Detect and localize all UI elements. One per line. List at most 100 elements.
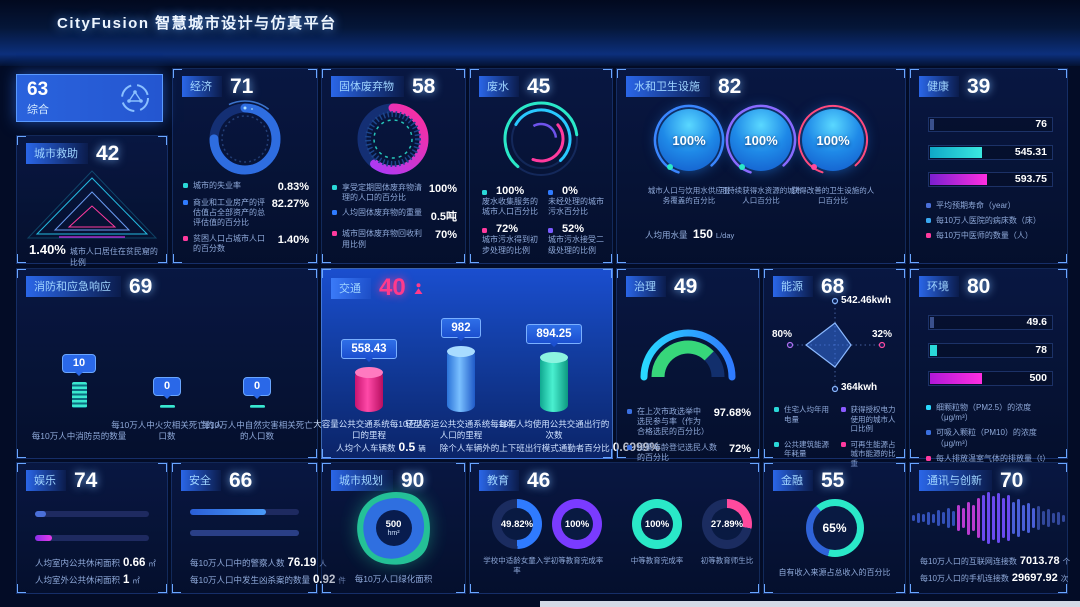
header-band: [0, 0, 1080, 66]
striped-bar: [249, 405, 265, 408]
chart-caption: 每10万人口绿化面积: [354, 574, 433, 584]
legend-label: 未经处理的城市污水百分比: [548, 197, 604, 217]
stat-unit: L/day: [715, 231, 735, 240]
triangle-radar-chart: [26, 170, 158, 239]
donut-ring: 49.82%: [492, 499, 542, 549]
legend-label: 每10万人医院的病床数（床）: [936, 216, 1041, 226]
axis-label-left: 80%: [772, 329, 793, 340]
gauge-arc: [798, 105, 868, 175]
legend-value: 1.40%: [277, 233, 309, 246]
stat-unit: 个: [1062, 557, 1071, 566]
stat-unit: ㎡: [132, 576, 140, 585]
energy-panel: 能源 68 542.46kwh 32% 80% 364kwh 住宅人均年用电量 获…: [763, 268, 906, 468]
panel-score: 58: [412, 75, 436, 98]
legend-value: 0.83%: [277, 181, 309, 193]
composite-score-card[interactable]: 63 综合: [16, 74, 163, 122]
legend-value: 82.27%: [271, 198, 309, 210]
value-badge: 982: [441, 318, 481, 341]
gauge-label: 城市人口与饮用水供应服务覆盖的百分比: [647, 186, 731, 206]
liquid-gauge: [658, 109, 720, 171]
bar-label: 每10万人中自然灾害相关死亡的人口数: [201, 419, 313, 441]
education-panel: 教育 46 49.82% 学校中适龄女童入学率 100% 初等教育完成率 100% 中等…: [469, 462, 760, 594]
panel-tag: 教育: [479, 470, 519, 491]
waveform-bar: [1032, 508, 1035, 528]
stat-unit: 辆: [418, 444, 426, 453]
waveform-bar: [1062, 514, 1065, 522]
legend-value: 97.68%: [713, 407, 751, 419]
legend-label: 人均固体废弃物的重量: [342, 208, 422, 218]
panel-score: 66: [229, 469, 253, 492]
axis-label-right: 32%: [872, 329, 893, 340]
value-badge: 558.43: [341, 339, 397, 362]
panel-score: 39: [967, 75, 991, 98]
donut-label: 初等教育师生比: [700, 556, 754, 565]
legend-item: 享受定期固体废弃物清理的人口的百分比 100%: [332, 183, 457, 203]
value-badge: 894.25: [526, 324, 582, 347]
legend-item: 获得授权电力使用的城市人口比例: [840, 405, 902, 434]
finance-panel: 金融 55 65% 自有收入来源占总收入的百分比: [763, 462, 906, 594]
legend-item: 投票年龄登记选民人数的百分比 72%: [627, 443, 751, 463]
stat-value: 1: [123, 574, 130, 586]
donut-value: 49.82%: [500, 518, 534, 530]
traffic-bar-column: 558.43: [321, 339, 417, 412]
panel-score: 90: [401, 469, 425, 492]
waveform-bar: [942, 512, 945, 524]
donut-value: 100%: [564, 518, 590, 530]
legend-label: 城市污水得到初步处理的比例: [482, 235, 538, 255]
stat-bar: 500: [928, 371, 1053, 386]
legend-dot: [548, 189, 553, 195]
donut-ring: 65%: [805, 499, 864, 557]
donut-ring: 27.89%: [702, 499, 752, 549]
stat-label: 人均室外公共休闲面积: [35, 575, 121, 585]
legend-label: 在上次市政选举中选民参与率（作为合格选民的百分比）: [637, 407, 709, 437]
education-donut: 49.82% 学校中适龄女童入学率: [481, 499, 553, 576]
person-icon: [414, 282, 423, 294]
gauge-label: 可持续获得水资源的城市人口百分比: [719, 186, 803, 206]
value-badge: 0: [242, 377, 272, 399]
stat-bar: 545.31: [928, 145, 1053, 160]
economy-legend: 城市的失业率 0.83% 商业和工业房产的评估值占全部资产的总评估值的百分比 82.…: [183, 181, 309, 259]
legend-label: 住宅人均年用电量: [784, 405, 829, 424]
bar-label: 每10万人中火灾相关死亡的人口数: [111, 419, 223, 441]
panel-score: 68: [821, 275, 845, 298]
communication-panel: 通讯与创新 70 每10万人口的互联网连接数 7013.78 个 每10万人口的手机连…: [909, 462, 1071, 594]
waveform-bar: [947, 508, 950, 528]
composite-text: 63 综合: [27, 80, 49, 117]
finance-gauge: 65%: [764, 499, 905, 557]
legend-dot: [627, 409, 632, 414]
network-hub-icon: [121, 84, 149, 112]
bar-fill: [930, 373, 982, 384]
bar-label: 每10万人中消防员的数量: [31, 430, 127, 441]
legend-label: 城市的失业率: [193, 181, 241, 190]
stat-label: 每10万人口中的警察人数: [190, 558, 285, 568]
gauge-arc: [725, 104, 797, 176]
legend-dot: [332, 210, 337, 216]
axis-label-bottom: 364kwh: [841, 382, 878, 393]
legend-label: 平均预期寿命（year）: [936, 201, 1016, 210]
panel-tag: 废水: [479, 76, 519, 97]
panel-tag: 治理: [626, 276, 666, 297]
energy-legend: 住宅人均年用电量 获得授权电力使用的城市人口比例 公共建筑能源年耗量 可再生能源…: [774, 405, 901, 469]
solid-waste-donut-chart: [357, 103, 429, 175]
stat-label: 每10万人口的互联网连接数: [920, 557, 1017, 566]
legend-item: 72% 城市污水得到初步处理的比例: [482, 223, 538, 255]
legend-label: 获得授权电力使用的城市人口比例: [850, 405, 896, 434]
waveform-bar: [1057, 511, 1060, 525]
environment-legend: 细颗粒物（PM2.5）的浓度（μg/m³） 可吸入颗粒（PM10）的浓度（μg/…: [926, 403, 1059, 469]
waveform-bar: [1002, 498, 1005, 538]
cylinder-bar: [447, 346, 475, 412]
legend-dot: [926, 405, 931, 410]
legend-label: 细颗粒物（PM2.5）的浓度（μg/m³）: [936, 403, 1032, 423]
waveform-bar: [1037, 506, 1040, 530]
governance-legend: 在上次市政选举中选民参与率（作为合格选民的百分比） 97.68% 投票年龄登记选民…: [627, 407, 751, 468]
panel-tag: 城市救助: [26, 143, 88, 164]
waveform-bar: [1027, 503, 1030, 533]
gauge-value: 65%: [822, 521, 847, 535]
stat-value: 7013.78: [1019, 555, 1060, 567]
stat-label: 人均用水量: [645, 230, 688, 240]
legend-dot: [774, 441, 779, 447]
education-donut: 100% 中等教育完成率: [621, 499, 693, 566]
economy-donut-chart: [206, 100, 284, 178]
